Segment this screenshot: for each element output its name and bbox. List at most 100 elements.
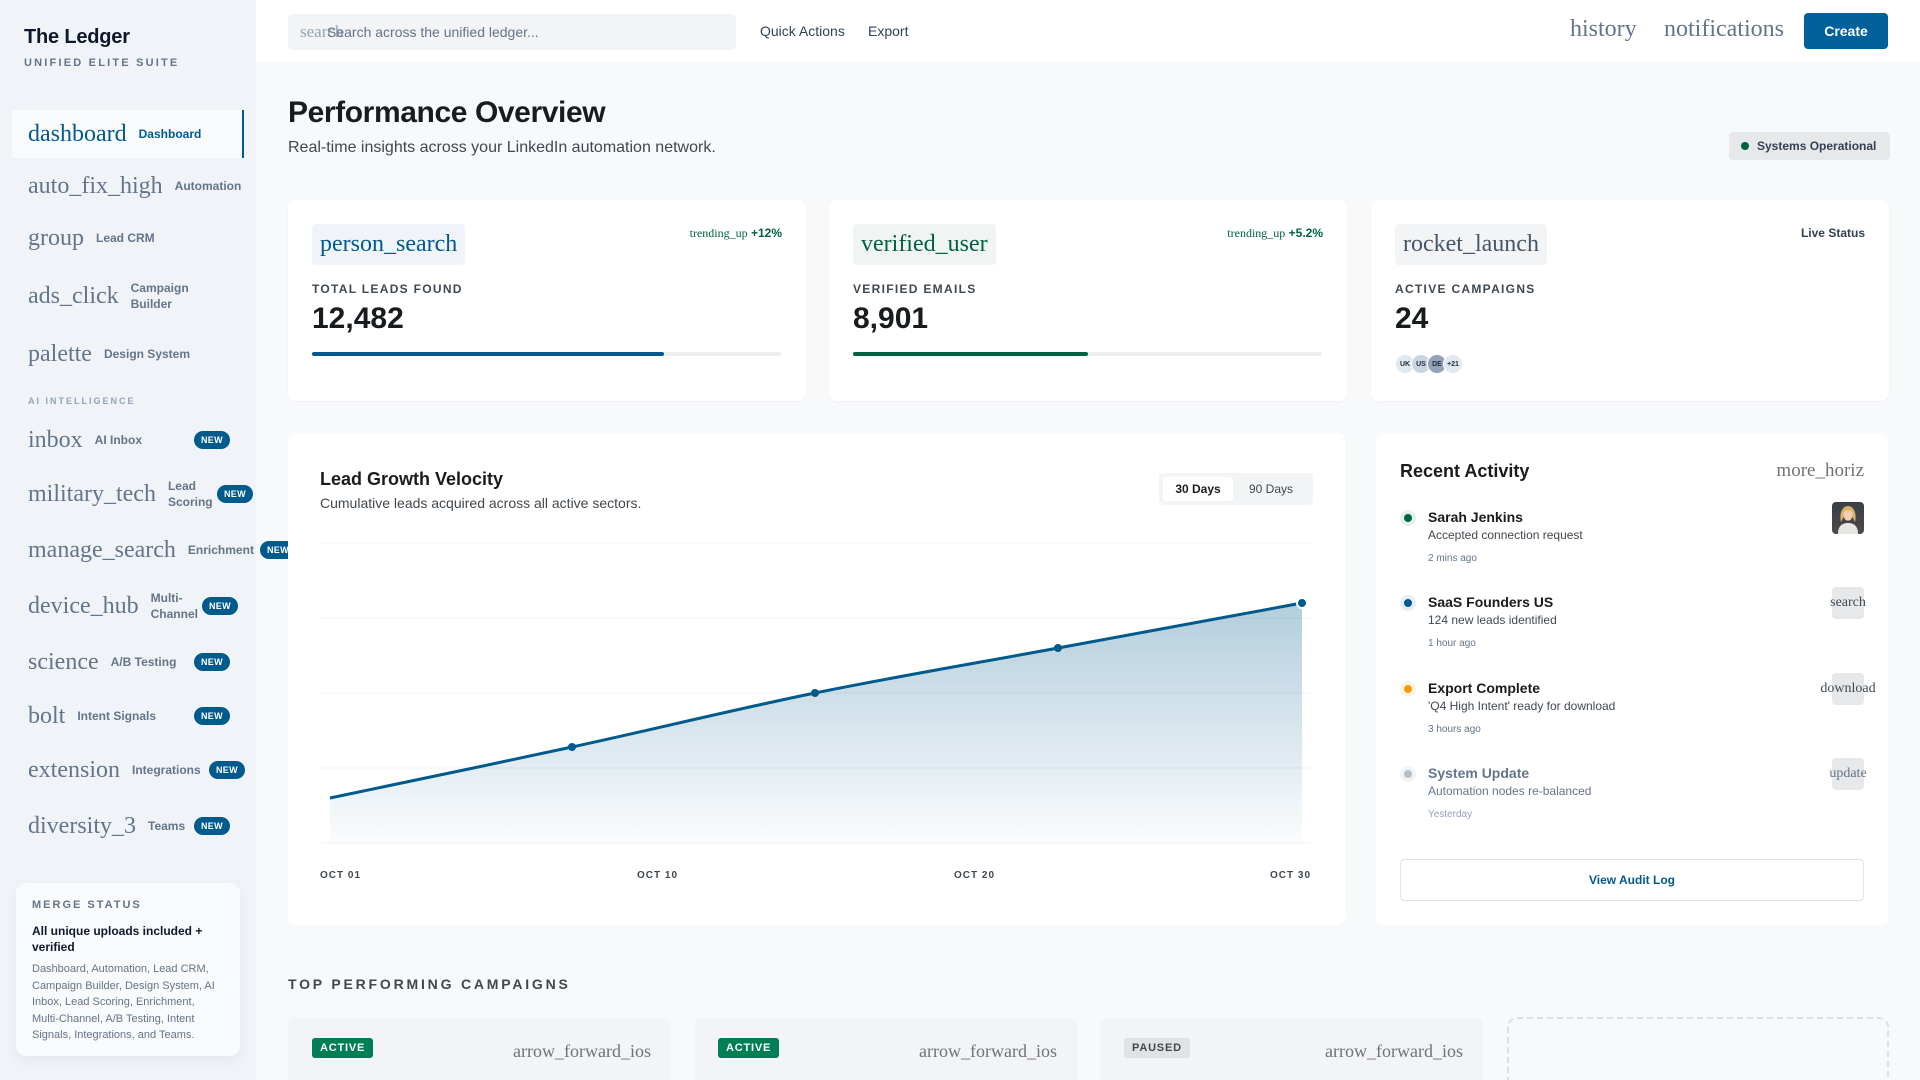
section-label-ai-intelligence: AI INTELLIGENCE bbox=[28, 396, 136, 406]
history-icon[interactable]: history bbox=[1570, 16, 1637, 42]
campaign-card[interactable]: ACTIVE arrow_forward_ios bbox=[288, 1017, 671, 1080]
arrow-forward-icon[interactable]: arrow_forward_ios bbox=[1325, 1041, 1463, 1061]
merge-status-title: MERGE STATUS bbox=[32, 899, 142, 911]
add-campaign-placeholder[interactable] bbox=[1507, 1017, 1889, 1080]
recent-activity-card: Recent Activity more_horiz Sarah Jenkins… bbox=[1376, 433, 1888, 925]
kpi-card-active-campaigns: rocket_launch Live Status ACTIVE CAMPAIG… bbox=[1371, 200, 1889, 401]
search-input[interactable] bbox=[327, 14, 727, 50]
activity-title: Recent Activity bbox=[1400, 461, 1530, 481]
topbar: search Quick Actions Export history noti… bbox=[256, 0, 1920, 62]
area-chart bbox=[320, 543, 1313, 844]
new-badge: NEW bbox=[217, 485, 253, 503]
group-icon: group bbox=[28, 224, 84, 251]
status-dot-icon bbox=[1400, 510, 1416, 526]
manage-search-icon: manage_search bbox=[28, 536, 176, 563]
trend-indicator: trending_up +12% bbox=[690, 226, 782, 241]
view-audit-log-button[interactable]: View Audit Log bbox=[1400, 859, 1864, 901]
region-avatar: UK bbox=[1395, 354, 1415, 374]
kpi-value: 24 bbox=[1395, 302, 1429, 335]
activity-item[interactable]: System Update Automation nodes re-balanc… bbox=[1400, 758, 1867, 835]
status-text: Systems Operational bbox=[1757, 139, 1877, 153]
kpi-label: VERIFIED EMAILS bbox=[853, 282, 977, 296]
activity-time: 1 hour ago bbox=[1428, 638, 1476, 649]
arrow-forward-icon[interactable]: arrow_forward_ios bbox=[919, 1041, 1057, 1061]
new-badge: NEW bbox=[194, 707, 230, 725]
sidebar-item-dashboard[interactable]: dashboard Dashboard bbox=[12, 110, 244, 158]
brand-subtitle: UNIFIED ELITE SUITE bbox=[24, 57, 180, 69]
sidebar: The Ledger UNIFIED ELITE SUITE dashboard… bbox=[0, 0, 296, 1080]
sidebar-item-label: Dashboard bbox=[138, 127, 202, 141]
x-tick-label: OCT 30 bbox=[1270, 870, 1312, 881]
range-30-days-button[interactable]: 30 Days bbox=[1163, 477, 1233, 501]
new-badge: NEW bbox=[209, 761, 245, 779]
activity-item[interactable]: SaaS Founders US 124 new leads identifie… bbox=[1400, 587, 1866, 664]
user-avatar bbox=[1832, 502, 1864, 534]
activity-desc: 'Q4 High Intent' ready for download bbox=[1428, 699, 1616, 713]
sidebar-item-label: Teams bbox=[148, 819, 186, 833]
sidebar-item-lead-scoring[interactable]: military_tech Lead Scoring NEW bbox=[12, 468, 253, 520]
download-icon[interactable]: download bbox=[1820, 673, 1876, 705]
page-title: Performance Overview bbox=[288, 96, 606, 129]
activity-name: Sarah Jenkins bbox=[1428, 509, 1523, 525]
activity-item[interactable]: Sarah Jenkins Accepted connection reques… bbox=[1400, 502, 1864, 579]
sidebar-item-label: Campaign Builder bbox=[130, 281, 189, 311]
quick-actions-link[interactable]: Quick Actions bbox=[760, 23, 845, 39]
person-search-icon: person_search bbox=[312, 224, 466, 265]
brand: The Ledger UNIFIED ELITE SUITE bbox=[24, 26, 179, 69]
sidebar-item-campaign-builder[interactable]: ads_click Campaign Builder bbox=[12, 266, 244, 326]
more-horiz-icon[interactable]: more_horiz bbox=[1776, 460, 1864, 481]
sidebar-item-intent-signals[interactable]: bolt Intent Signals NEW bbox=[12, 692, 244, 740]
kpi-card-total-leads: person_search trending_up +12% TOTAL LEA… bbox=[288, 200, 806, 401]
arrow-forward-icon[interactable]: arrow_forward_ios bbox=[513, 1041, 651, 1061]
dashboard-icon: dashboard bbox=[28, 120, 127, 147]
campaign-card[interactable]: PAUSED arrow_forward_ios bbox=[1100, 1017, 1483, 1080]
notifications-icon[interactable]: notifications bbox=[1664, 16, 1784, 42]
export-link[interactable]: Export bbox=[868, 23, 909, 39]
region-avatar-overflow: +21 bbox=[1443, 354, 1463, 374]
sidebar-item-ai-inbox[interactable]: inbox AI Inbox NEW bbox=[12, 416, 244, 464]
campaign-status-badge: PAUSED bbox=[1124, 1038, 1190, 1058]
sidebar-item-ab-testing[interactable]: science A/B Testing NEW bbox=[12, 636, 244, 688]
x-tick-label: OCT 20 bbox=[954, 870, 996, 881]
rocket-launch-icon: rocket_launch bbox=[1395, 224, 1547, 265]
activity-time: Yesterday bbox=[1428, 809, 1473, 820]
trend-value: +5.2% bbox=[1288, 226, 1323, 240]
new-badge: NEW bbox=[194, 431, 230, 449]
search-bar[interactable]: search bbox=[288, 14, 736, 50]
sidebar-item-label: Enrichment bbox=[187, 543, 254, 557]
top-campaigns-title: TOP PERFORMING CAMPAIGNS bbox=[288, 976, 571, 992]
campaign-card[interactable]: ACTIVE arrow_forward_ios bbox=[694, 1017, 1077, 1080]
diversity-3-icon: diversity_3 bbox=[28, 812, 136, 839]
merge-status-body: Dashboard, Automation, Lead CRM, Campaig… bbox=[32, 963, 215, 1041]
activity-time: 3 hours ago bbox=[1428, 724, 1481, 735]
sidebar-item-multi-channel[interactable]: device_hub Multi-Channel NEW bbox=[12, 580, 244, 632]
kpi-label: TOTAL LEADS FOUND bbox=[312, 282, 463, 296]
status-dot-icon bbox=[1400, 766, 1416, 782]
sidebar-item-enrichment[interactable]: manage_search Enrichment NEW bbox=[12, 524, 296, 576]
range-90-days-button[interactable]: 90 Days bbox=[1248, 482, 1294, 496]
sidebar-item-label: Lead Scoring bbox=[167, 479, 213, 509]
trending-up-icon: trending_up bbox=[689, 226, 748, 240]
activity-desc: 124 new leads identified bbox=[1428, 613, 1557, 627]
science-icon: science bbox=[28, 648, 99, 675]
sidebar-item-design-system[interactable]: palette Design System bbox=[12, 330, 244, 378]
search-icon[interactable]: search bbox=[1830, 587, 1866, 619]
kpi-value: 8,901 bbox=[853, 302, 929, 335]
merge-status-card: MERGE STATUS All unique uploads included… bbox=[16, 883, 240, 1056]
kpi-progress-fill bbox=[312, 352, 664, 356]
create-button[interactable]: Create bbox=[1804, 13, 1888, 49]
sidebar-item-automation[interactable]: auto_fix_high Automation bbox=[12, 162, 244, 210]
kpi-card-verified-emails: verified_user trending_up +5.2% VERIFIED… bbox=[829, 200, 1347, 401]
update-icon[interactable]: update bbox=[1829, 758, 1867, 790]
sidebar-item-label: Design System bbox=[103, 347, 191, 361]
kpi-value: 12,482 bbox=[312, 302, 404, 335]
sidebar-item-teams[interactable]: diversity_3 Teams NEW bbox=[12, 800, 244, 852]
inbox-icon: inbox bbox=[28, 426, 83, 453]
activity-desc: Accepted connection request bbox=[1428, 528, 1583, 542]
status-dot-icon bbox=[1741, 142, 1749, 150]
chart-title: Lead Growth Velocity bbox=[320, 469, 504, 489]
activity-item[interactable]: Export Complete 'Q4 High Intent' ready f… bbox=[1400, 673, 1876, 750]
status-dot-icon bbox=[1400, 681, 1416, 697]
sidebar-item-lead-crm[interactable]: group Lead CRM bbox=[12, 214, 244, 262]
sidebar-item-integrations[interactable]: extension Integrations NEW bbox=[12, 744, 245, 796]
